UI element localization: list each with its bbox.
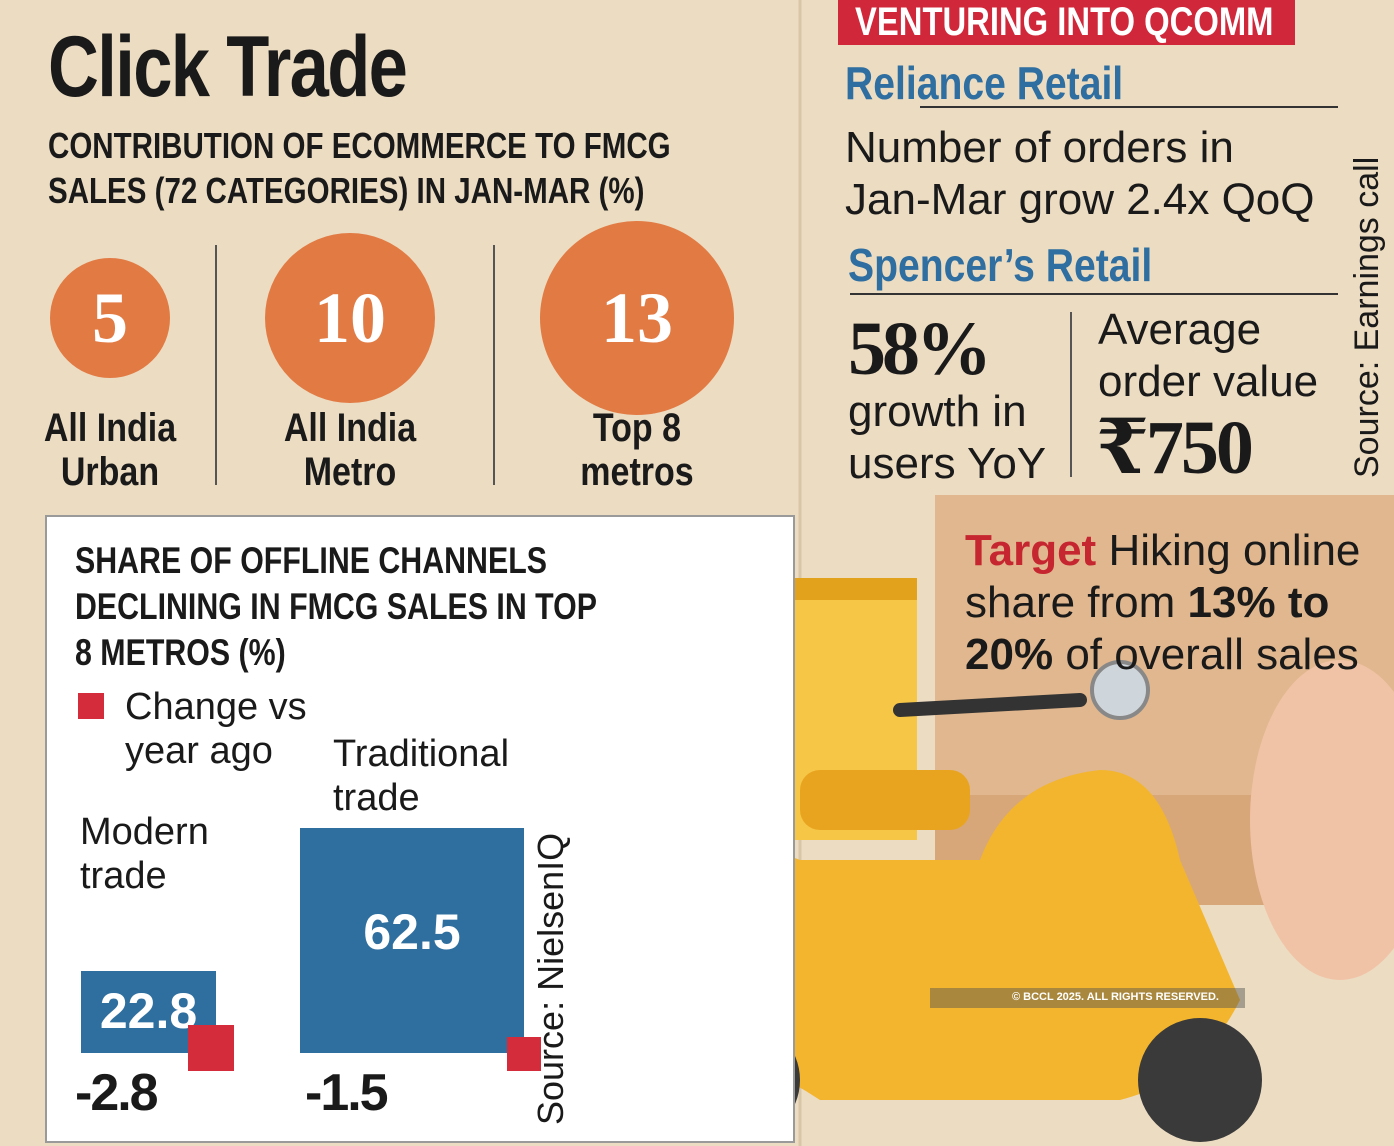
rule xyxy=(850,293,1338,295)
category-label: Traditional trade xyxy=(333,733,510,819)
bubble-value: 5 xyxy=(91,278,128,358)
copyright: © BCCL 2025. ALL RIGHTS RESERVED. xyxy=(1012,991,1219,1003)
bubble-value: 10 xyxy=(313,278,386,358)
bubble-label: Top 8 metros xyxy=(580,406,694,494)
chart-subtitle: CONTRIBUTION OF ECOMMERCE TO FMCG SALES … xyxy=(48,125,671,211)
change-value: -1.5 xyxy=(305,1064,389,1122)
company-heading: Spencer’s Retail xyxy=(848,239,1153,291)
source: Source: NielsenIQ xyxy=(530,832,571,1125)
bubble xyxy=(264,232,436,404)
bar-value: 22.8 xyxy=(99,982,198,1039)
chart-title: SHARE OF OFFLINE CHANNELS DECLINING IN F… xyxy=(75,540,597,673)
company-heading: Reliance Retail xyxy=(845,57,1124,109)
main-title: Click Trade xyxy=(48,19,408,115)
reliance-stat: Number of orders in Jan-Mar grow 2.4x Qo… xyxy=(845,123,1315,224)
separator xyxy=(1070,312,1072,477)
bubble xyxy=(49,257,171,379)
category-label: Modern trade xyxy=(80,811,209,897)
source: Source: Earnings call xyxy=(1348,156,1386,478)
bar-value: 62.5 xyxy=(363,904,461,960)
change-marker xyxy=(188,1025,234,1071)
bar xyxy=(300,828,524,1053)
banner xyxy=(838,0,1295,45)
bubble-label: All India Metro xyxy=(283,406,417,494)
change-value: -2.8 xyxy=(75,1064,159,1122)
separator xyxy=(493,245,495,485)
bubble xyxy=(539,220,735,416)
aov-value: ₹750 xyxy=(1096,406,1254,490)
target-desc: of overall sales xyxy=(1065,630,1359,679)
target-range: 13% to 20% xyxy=(965,578,1330,679)
separator xyxy=(215,245,217,485)
rule xyxy=(920,106,1338,108)
target-label: Target xyxy=(965,526,1097,575)
change-marker xyxy=(507,1037,541,1071)
banner-text: VENTURING INTO QCOMM xyxy=(855,0,1274,44)
target-text: Target Hiking online share from 13% to 2… xyxy=(965,525,1390,681)
aov-label: Average order value xyxy=(1098,305,1319,406)
bubble-value: 13 xyxy=(600,278,673,358)
growth-label: growth in users YoY xyxy=(848,387,1047,488)
growth-value: 58% xyxy=(848,307,992,391)
legend-label: Change vs year ago xyxy=(125,686,307,772)
target-desc: Hiking online share from xyxy=(965,526,1361,627)
bubble-label: All India Urban xyxy=(43,406,177,494)
legend-swatch xyxy=(78,693,104,719)
